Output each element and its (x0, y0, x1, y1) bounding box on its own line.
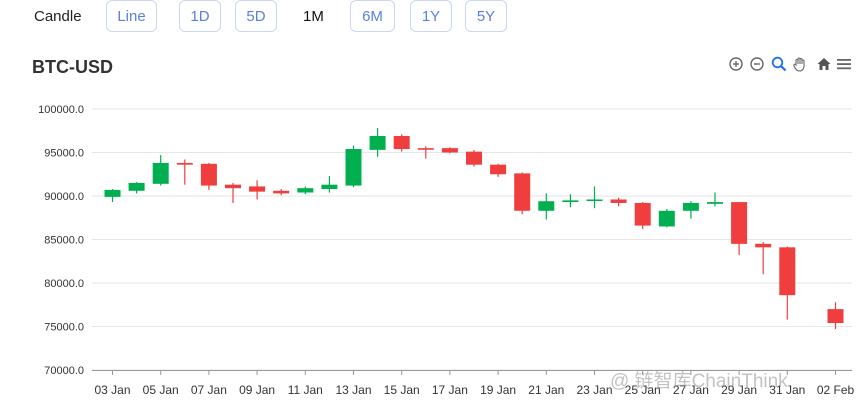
pan-icon[interactable] (792, 56, 808, 72)
y-tick-label: 70000.0 (44, 365, 84, 377)
x-tick-label: 25 Jan (625, 383, 661, 397)
x-tick-label: 27 Jan (673, 383, 709, 397)
x-tick-label: 11 Jan (288, 383, 323, 397)
range-5y-button[interactable]: 5Y (465, 0, 507, 32)
y-tick-label: 100000.0 (38, 104, 84, 116)
y-tick-label: 75000.0 (44, 322, 84, 334)
candle-body (321, 184, 338, 190)
candle-body (827, 309, 844, 324)
candle-body (610, 199, 627, 203)
candle-body (755, 243, 772, 248)
range-5d-button[interactable]: 5D (235, 0, 277, 32)
candle-body (658, 210, 675, 227)
zoom-in-icon[interactable] (728, 56, 744, 72)
menu-icon[interactable] (836, 56, 852, 72)
y-tick-label: 90000.0 (44, 191, 84, 203)
candle-body (466, 151, 482, 165)
home-icon[interactable] (816, 56, 832, 72)
x-tick-label: 15 Jan (384, 383, 420, 397)
candle-body (634, 202, 651, 226)
watermark: @ 链智库ChainThink (610, 371, 788, 392)
x-tick-label: 13 Jan (335, 383, 371, 397)
candle-body (152, 162, 169, 184)
candle-body (707, 202, 723, 204)
candle-body (393, 135, 410, 150)
candle-body (225, 184, 241, 189)
x-tick-label: 09 Jan (239, 383, 275, 397)
candle-body (514, 173, 531, 211)
range-1y-button[interactable]: 1Y (410, 0, 452, 32)
candle-body (538, 201, 555, 211)
x-tick-label: 05 Jan (143, 383, 179, 397)
range-6m-button[interactable]: 6M (350, 0, 395, 32)
x-tick-label: 19 Jan (480, 383, 516, 397)
candle-body (490, 164, 507, 175)
chart-toolbar: Candle Line 1D 5D 1M 6M 1Y 5Y (0, 0, 866, 34)
line-button[interactable]: Line (106, 0, 157, 32)
range-1d-button[interactable]: 1D (179, 0, 221, 32)
candle-body (176, 162, 193, 165)
candle-body (200, 163, 217, 186)
x-tick-label: 23 Jan (576, 383, 612, 397)
x-tick-label: 31 Jan (769, 383, 805, 397)
candle-body (249, 186, 266, 192)
candle-body (441, 148, 458, 153)
candle-body (586, 199, 603, 202)
x-tick-label: 29 Jan (721, 383, 757, 397)
x-tick-label: 03 Jan (94, 383, 130, 397)
candle-body (345, 149, 362, 186)
candle-body (779, 247, 796, 296)
candle-body (731, 202, 748, 244)
candle-body (104, 189, 121, 197)
x-tick-label: 21 Jan (528, 383, 564, 397)
x-tick-label: 17 Jan (432, 383, 468, 397)
zoom-out-icon[interactable] (749, 56, 765, 72)
candle-body (562, 200, 579, 203)
y-tick-label: 85000.0 (44, 235, 84, 247)
x-tick-label: 07 Jan (191, 383, 227, 397)
candle-body (369, 135, 386, 150)
candle-body (297, 188, 314, 193)
chart-type-label: Candle (34, 8, 82, 25)
candle-body (128, 182, 145, 191)
range-1m-button[interactable]: 1M (303, 8, 324, 25)
zoom-icon[interactable] (771, 56, 787, 72)
chart-title: BTC-USD (32, 57, 113, 77)
candle-body (273, 190, 290, 194)
candle-body (682, 202, 699, 211)
x-tick-label: 02 Feb (817, 383, 855, 397)
y-tick-label: 95000.0 (44, 148, 84, 160)
y-tick-label: 80000.0 (44, 278, 84, 290)
candle-body (417, 148, 434, 150)
